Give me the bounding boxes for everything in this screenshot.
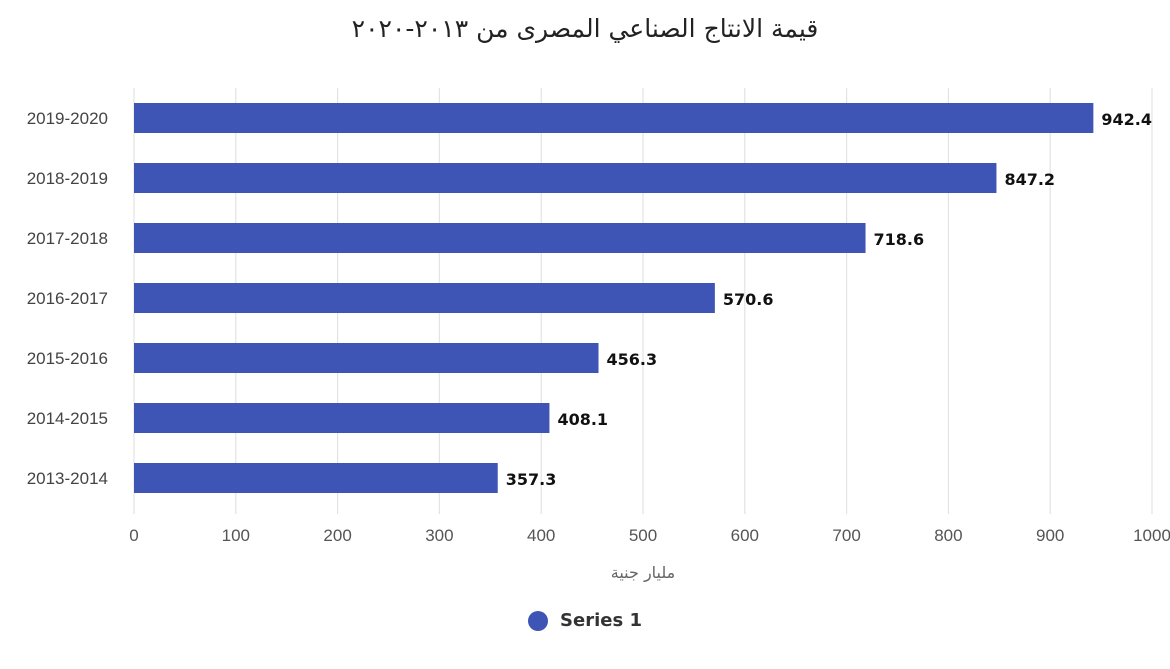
bar <box>134 463 498 493</box>
category-label: 2016-2017 <box>27 289 108 308</box>
x-tick-label: 500 <box>629 526 657 545</box>
legend-swatch <box>528 610 549 631</box>
legend-label: Series 1 <box>560 610 642 631</box>
x-tick-label: 900 <box>1036 526 1064 545</box>
data-label: 570.6 <box>723 290 774 309</box>
data-label: 456.3 <box>607 350 658 369</box>
x-tick-label: 1000 <box>1133 526 1170 545</box>
category-label: 2015-2016 <box>27 349 108 368</box>
bar <box>134 283 715 313</box>
category-label: 2013-2014 <box>27 469 108 488</box>
bar <box>134 223 866 253</box>
x-axis-title: مليار جنية <box>611 563 676 583</box>
bar <box>134 163 997 193</box>
category-label: 2014-2015 <box>27 409 108 428</box>
data-label: 942.4 <box>1101 110 1152 129</box>
x-tick-label: 0 <box>129 526 138 545</box>
x-tick-label: 100 <box>222 526 250 545</box>
x-tick-label: 200 <box>323 526 351 545</box>
chart-title: قيمة الانتاج الصناعي المصرى من ٢٠١٣-٢٠٢٠ <box>351 14 819 43</box>
x-tick-label: 300 <box>425 526 453 545</box>
x-tick-label: 800 <box>934 526 962 545</box>
bars <box>134 103 1094 493</box>
x-tick-label: 700 <box>832 526 860 545</box>
data-label: 408.1 <box>557 410 608 429</box>
bar <box>134 103 1094 133</box>
data-label: 847.2 <box>1004 170 1055 189</box>
x-tick-label: 600 <box>731 526 759 545</box>
category-label: 2017-2018 <box>27 229 108 248</box>
x-tick-label: 400 <box>527 526 555 545</box>
data-label: 718.6 <box>874 230 925 249</box>
category-label: 2019-2020 <box>27 109 108 128</box>
category-labels: 2019-2020 2018-2019 2017-2018 2016-2017 2015… <box>27 109 108 488</box>
bar <box>134 403 550 433</box>
data-labels: 942.4 847.2 718.6 570.6 456.3 408.1 357.3 <box>506 110 1152 489</box>
bar <box>134 343 599 373</box>
x-tick-labels: 0 100 200 300 400 500 600 700 800 900 1000 <box>129 526 1170 545</box>
category-label: 2018-2019 <box>27 169 108 188</box>
legend: Series 1 <box>0 610 1170 631</box>
data-label: 357.3 <box>506 470 557 489</box>
